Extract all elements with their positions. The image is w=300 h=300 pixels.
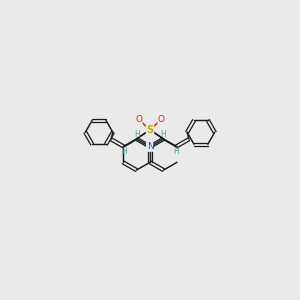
Text: H: H <box>134 130 140 139</box>
Text: N: N <box>147 142 153 151</box>
Text: O: O <box>158 115 165 124</box>
Text: H: H <box>173 147 179 156</box>
Text: H: H <box>121 147 127 156</box>
Text: S: S <box>146 125 154 135</box>
Text: H: H <box>160 130 166 139</box>
Text: O: O <box>135 115 142 124</box>
Text: N: N <box>147 142 153 151</box>
